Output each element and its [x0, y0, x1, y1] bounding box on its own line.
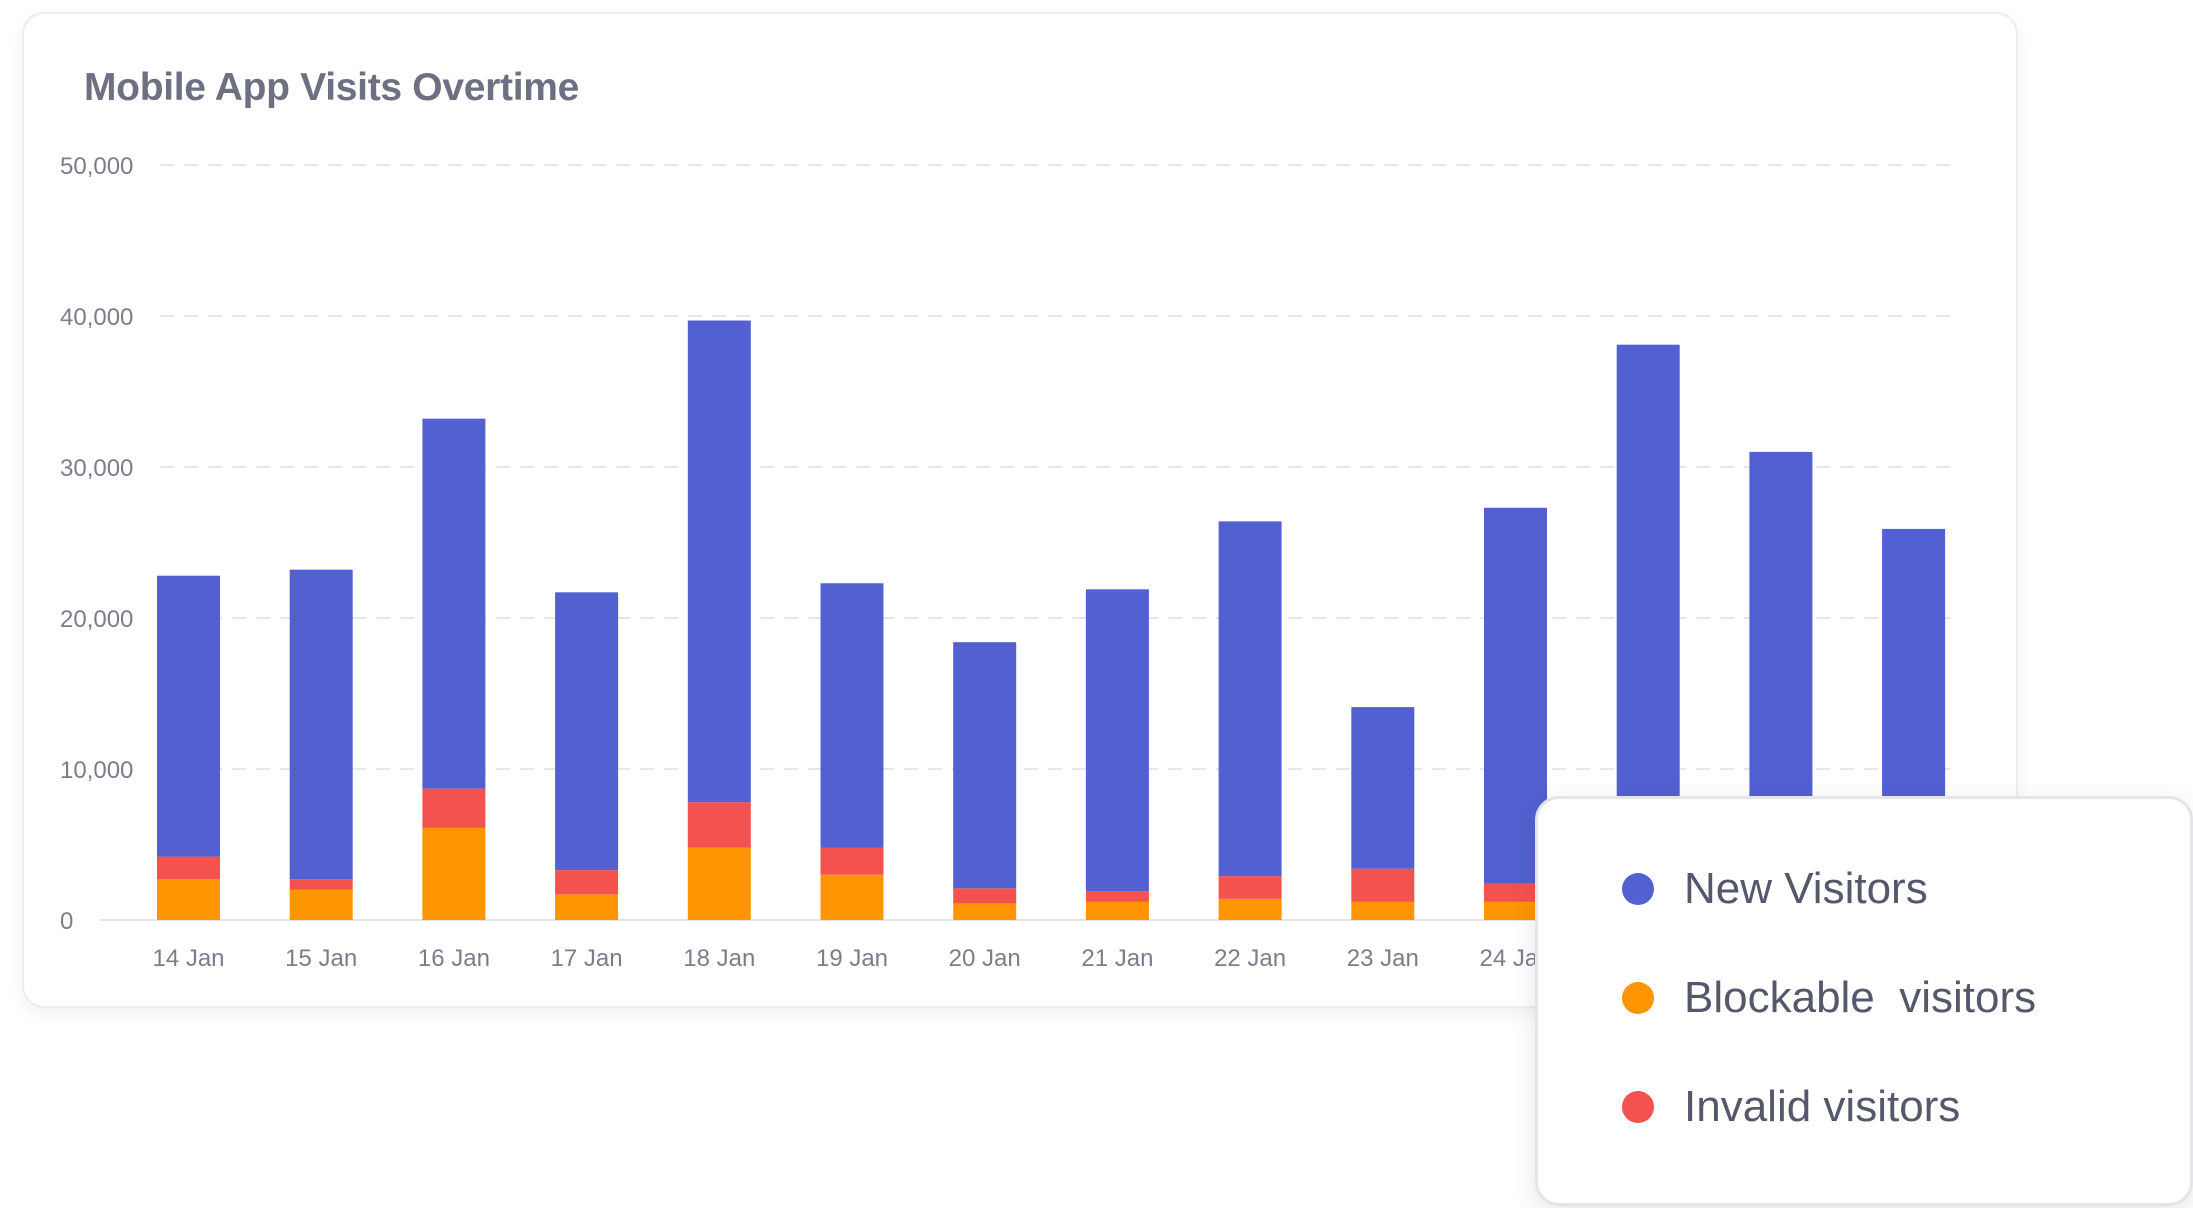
bar-segment-invalid: [1351, 868, 1415, 902]
bar-segment-blockable: [1085, 901, 1149, 920]
y-tick-label: 20,000: [60, 606, 133, 633]
legend-item-invalid-visitors[interactable]: Invalid visitors: [1622, 1077, 1960, 1137]
bar-segment-new-visitors: [687, 320, 751, 803]
bar-segment-blockable: [1484, 901, 1547, 920]
bar-segment-new-visitors: [1351, 707, 1415, 869]
x-tick-label: 22 Jan: [1214, 945, 1286, 972]
bar-segment-invalid: [953, 888, 1017, 904]
legend: New Visitors Blockable visitors Invalid …: [1535, 796, 2193, 1206]
legend-dot-icon: [1622, 1091, 1654, 1123]
y-tick-label: 50,000: [60, 153, 133, 180]
bar-segment-new-visitors: [1218, 521, 1282, 877]
bar-segment-invalid: [687, 802, 751, 848]
bar-segment-blockable: [555, 894, 619, 920]
legend-item-blockable-visitors[interactable]: Blockable visitors: [1622, 968, 2036, 1028]
bar-segment-new-visitors: [555, 592, 619, 871]
x-tick-label: 15 Jan: [285, 945, 357, 972]
legend-label: Blockable visitors: [1684, 973, 2037, 1022]
bar-segment-invalid: [1218, 876, 1282, 899]
y-tick-label: 40,000: [60, 304, 133, 331]
bar-segment-new-visitors: [953, 642, 1017, 889]
x-tick-label: 19 Jan: [816, 945, 888, 972]
x-tick-label: 20 Jan: [949, 945, 1021, 972]
x-tick-label: 14 Jan: [152, 945, 224, 972]
bar-segment-invalid: [820, 847, 884, 875]
legend-label: New Visitors: [1684, 864, 1928, 913]
bar-segment-blockable: [953, 903, 1017, 920]
y-tick-label: 0: [60, 908, 73, 935]
bar-segment-new-visitors: [157, 575, 220, 857]
bar-segment-blockable: [157, 879, 220, 920]
bar-segment-invalid: [1085, 891, 1149, 902]
bar-segment-blockable: [1351, 901, 1415, 920]
y-tick-label: 10,000: [60, 757, 133, 784]
x-tick-label: 17 Jan: [551, 945, 623, 972]
bar-segment-new-visitors: [289, 569, 353, 880]
x-tick-label: 21 Jan: [1081, 945, 1153, 972]
bar-segment-invalid: [289, 879, 353, 890]
x-tick-label: 23 Jan: [1347, 945, 1419, 972]
chart-title: Mobile App Visits Overtime: [84, 66, 579, 109]
x-tick-label: 18 Jan: [683, 945, 755, 972]
legend-dot-icon: [1622, 873, 1654, 905]
bar-segment-invalid: [422, 788, 486, 828]
bar-segment-invalid: [157, 856, 220, 880]
y-tick-label: 30,000: [60, 455, 133, 482]
bar-segment-blockable: [820, 874, 884, 920]
bar-segment-new-visitors: [1085, 589, 1149, 892]
chart-card: Mobile App Visits Overtime: [22, 12, 2018, 1008]
bar-segment-blockable: [289, 889, 353, 920]
legend-label: Invalid visitors: [1684, 1082, 1961, 1131]
x-tick-label: 16 Jan: [418, 945, 490, 972]
bar-segment-invalid: [555, 870, 619, 895]
bar-segment-new-visitors: [820, 583, 884, 848]
legend-item-new-visitors[interactable]: New Visitors: [1622, 859, 1928, 919]
bar-segment-blockable: [1218, 898, 1282, 920]
bar-segment-blockable: [422, 827, 486, 920]
bar-segment-blockable: [687, 847, 751, 920]
legend-dot-icon: [1622, 982, 1654, 1014]
bar-segment-invalid: [1484, 883, 1547, 902]
bar-segment-new-visitors: [422, 418, 486, 789]
